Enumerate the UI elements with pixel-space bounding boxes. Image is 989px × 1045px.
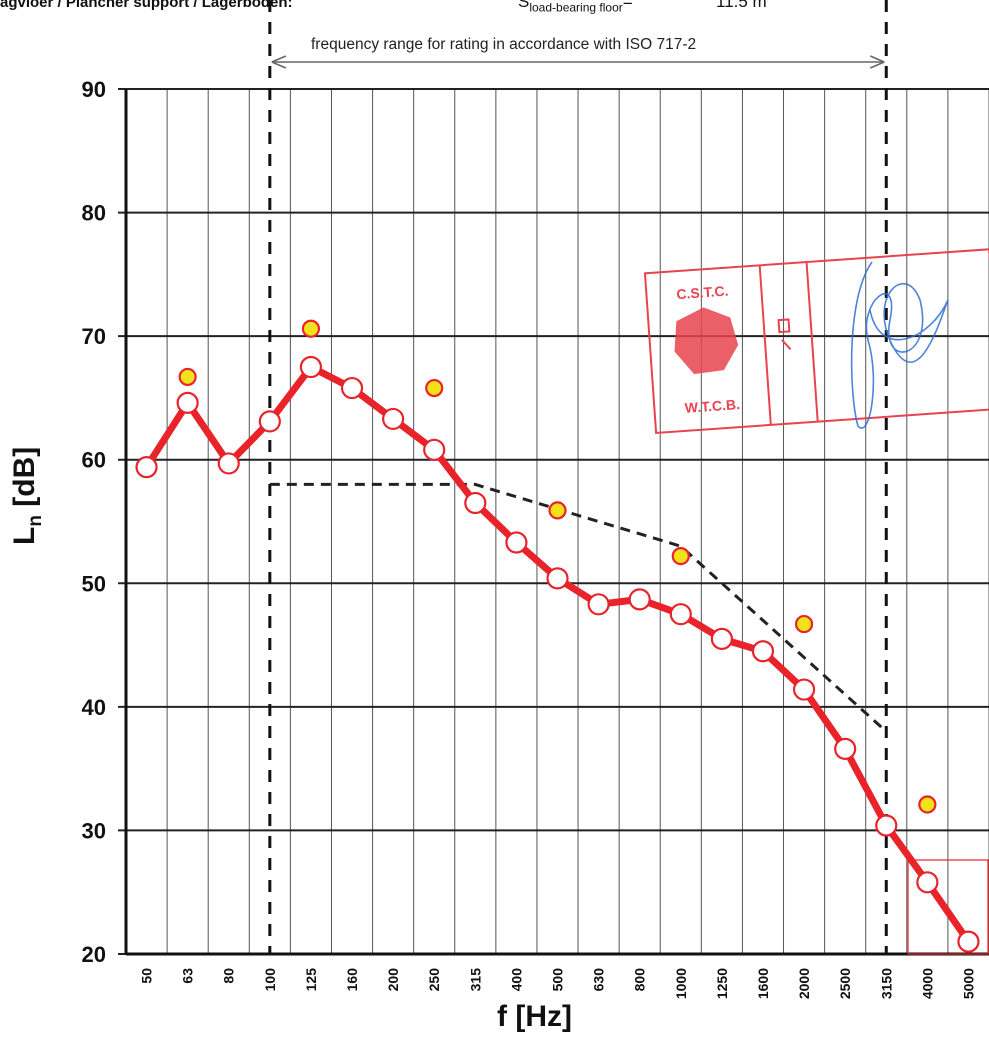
comparison-point — [794, 614, 814, 634]
signature — [850, 261, 949, 429]
x-tick-label: 50 — [139, 968, 155, 984]
measured-point — [957, 930, 980, 953]
stamp-text-bottom: W.T.C.B. — [684, 396, 740, 416]
x-tick-label: 200 — [385, 968, 401, 992]
y-axis-label: Ln [dB] — [8, 446, 46, 545]
measured-point — [875, 814, 898, 837]
measured-point — [546, 567, 569, 590]
measured-point — [710, 627, 733, 650]
measured-point — [382, 407, 405, 431]
range-arrow-left-head — [271, 55, 287, 69]
stamp-border — [643, 248, 989, 435]
y-tick-label: 30 — [82, 818, 106, 843]
x-tick-label: 1600 — [755, 968, 771, 999]
measured-point — [340, 376, 364, 400]
measured-point — [669, 603, 692, 626]
stamp-mark — [777, 318, 792, 351]
red-mark-box — [907, 859, 989, 955]
range-arrow-right-head — [869, 55, 885, 69]
x-tick-label: 100 — [262, 968, 278, 992]
measured-point — [792, 678, 816, 701]
y-tick-label: 20 — [82, 942, 106, 967]
measured-point — [299, 355, 323, 379]
x-axis-label: f [Hz] — [497, 1000, 572, 1033]
reference-curve-line — [269, 482, 888, 733]
area-value: 11.5 m — [716, 0, 767, 11]
measured-point — [217, 452, 240, 475]
comparison-point — [301, 319, 321, 338]
measured-point — [751, 640, 775, 663]
x-tick-label: 3150 — [878, 968, 894, 999]
x-tick-label: 630 — [591, 968, 607, 992]
x-tick-label: 2000 — [796, 968, 812, 999]
x-tick-label: 250 — [426, 968, 442, 992]
comparison-point — [671, 546, 690, 566]
measured-point — [505, 531, 528, 554]
x-tick-label: 5000 — [960, 968, 976, 999]
y-tick-label: 50 — [82, 571, 106, 596]
measured-point — [176, 391, 199, 414]
measured-point — [135, 456, 158, 479]
x-tick-label: 160 — [344, 968, 360, 992]
y-tick-label: 40 — [82, 695, 106, 720]
stamp-divider — [758, 265, 772, 426]
certification-stamp: C.S.T.C. W.T.C.B. — [643, 248, 989, 435]
measured-point — [834, 737, 857, 760]
x-tick-label: 315 — [467, 968, 483, 992]
stamp-divider — [805, 261, 819, 422]
y-tick-label: 90 — [82, 77, 106, 102]
x-tick-label: 400 — [508, 968, 524, 992]
x-tick-label: 2500 — [837, 968, 853, 999]
measured-point — [587, 593, 610, 616]
y-tick-label: 60 — [82, 448, 106, 473]
x-tick-label: 125 — [303, 968, 319, 992]
measured-point — [423, 438, 446, 461]
rating-range-label: frequency range for rating in accordance… — [311, 36, 697, 53]
x-tick-label: 80 — [221, 968, 237, 984]
comparison-point — [918, 795, 937, 814]
area-label: Sload-bearing floor= — [518, 0, 633, 15]
y-tick-label: 80 — [82, 201, 106, 226]
x-tick-label: 63 — [180, 968, 196, 984]
comparison-point — [548, 501, 567, 520]
x-tick-label: 1250 — [714, 968, 730, 999]
measured-series-line — [143, 363, 972, 944]
x-tick-label: 800 — [632, 968, 648, 992]
comparison-point — [178, 367, 197, 387]
measured-point — [464, 491, 487, 515]
x-tick-label: 4000 — [919, 968, 935, 999]
measured-point — [258, 410, 281, 433]
comparison-point — [425, 378, 444, 398]
x-tick-label: 1000 — [673, 968, 689, 999]
floor-label: agvloer / Plancher support / Lagerboden: — [0, 0, 293, 11]
x-tick-label: 500 — [550, 968, 566, 992]
stamp-emblem — [674, 307, 739, 375]
stamp-text-top: C.S.T.C. — [676, 283, 729, 303]
y-tick-label: 70 — [82, 324, 106, 349]
measured-point — [916, 871, 939, 894]
measured-point — [628, 588, 651, 611]
